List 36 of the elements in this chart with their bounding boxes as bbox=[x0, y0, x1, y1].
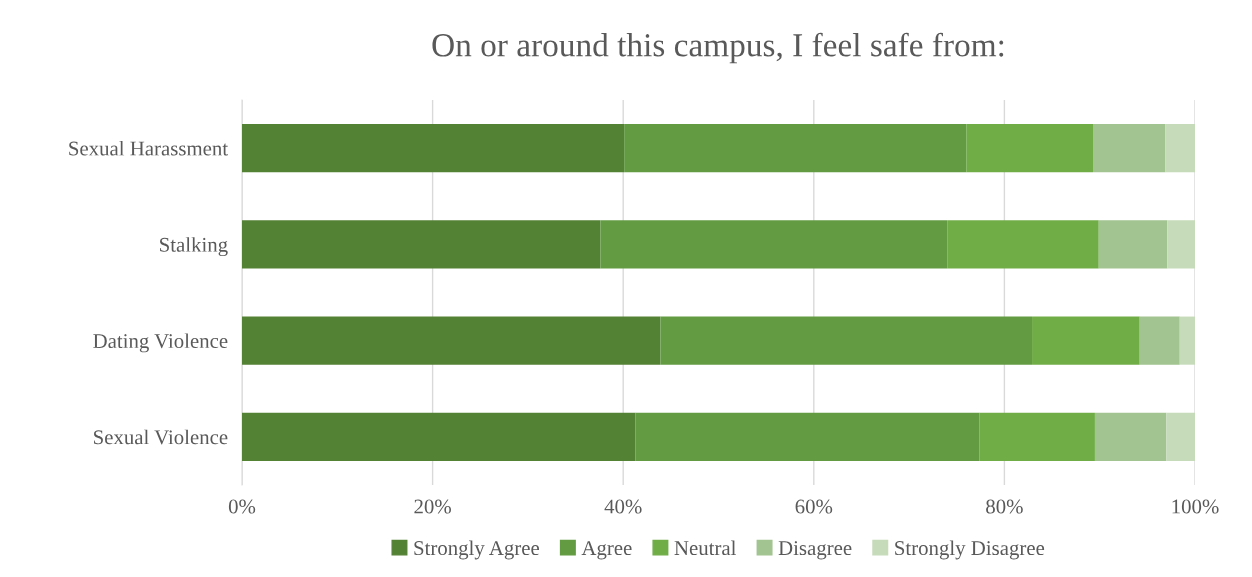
bar bbox=[635, 412, 980, 461]
x-tick-label: 100% bbox=[1172, 499, 1219, 514]
chart-title: On or around this campus, I feel safe from: bbox=[432, 32, 1004, 64]
bar bbox=[242, 220, 601, 269]
bar bbox=[1094, 412, 1167, 461]
x-tick-label: 0% bbox=[228, 499, 256, 514]
legend-label: Strongly Agree bbox=[414, 540, 540, 560]
bar bbox=[1032, 316, 1140, 365]
bar bbox=[660, 316, 1033, 365]
bar bbox=[1098, 220, 1168, 269]
y-tick-label: Stalking bbox=[160, 237, 228, 257]
bar bbox=[242, 412, 636, 461]
bar bbox=[1139, 316, 1180, 365]
bar bbox=[1165, 124, 1195, 173]
bar bbox=[624, 124, 967, 173]
bar bbox=[979, 412, 1095, 461]
bar bbox=[947, 220, 1099, 269]
legend-label: Neutral bbox=[674, 540, 737, 556]
bar bbox=[1167, 220, 1195, 269]
legend-label: Disagree bbox=[778, 541, 852, 560]
y-tick-label: Sexual Harassment bbox=[69, 140, 228, 156]
legend-label: Strongly Disagree bbox=[895, 540, 1045, 560]
bar bbox=[1166, 412, 1195, 461]
bar bbox=[242, 316, 661, 365]
bar bbox=[1179, 316, 1195, 365]
y-tick-label: Dating Violence bbox=[93, 333, 228, 353]
legend-label: Agree bbox=[581, 541, 632, 560]
bar bbox=[966, 124, 1094, 173]
x-tick-label: 40% bbox=[604, 499, 642, 514]
y-tick-label: Sexual Violence bbox=[94, 429, 228, 445]
x-tick-label: 80% bbox=[986, 499, 1023, 514]
bar bbox=[600, 220, 948, 269]
bar bbox=[242, 124, 625, 173]
x-tick-label: 60% bbox=[795, 499, 833, 514]
bar bbox=[1093, 124, 1166, 173]
x-tick-label: 20% bbox=[414, 499, 451, 514]
